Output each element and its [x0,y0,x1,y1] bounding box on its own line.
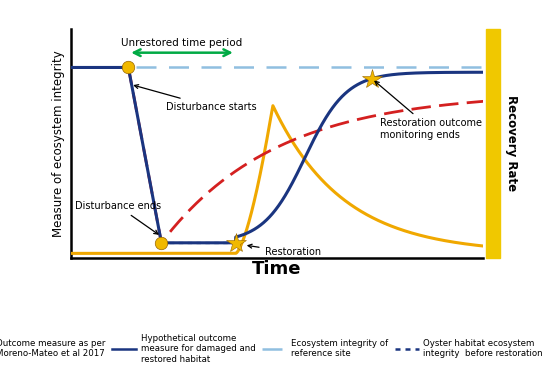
Y-axis label: Measure of ecosystem integrity: Measure of ecosystem integrity [52,50,65,237]
Text: Unrestored time period: Unrestored time period [122,38,243,49]
Text: Restoration outcome
monitoring ends: Restoration outcome monitoring ends [375,81,482,140]
Text: Disturbance ends: Disturbance ends [75,201,161,234]
X-axis label: Time: Time [252,261,302,278]
Text: Recovery Rate: Recovery Rate [505,95,518,192]
Text: Disturbance starts: Disturbance starts [135,85,256,112]
Legend: Outcome measure as per
Moreno-Mateo et al 2017, Hypothetical outcome
measure for: Outcome measure as per Moreno-Mateo et a… [0,334,543,364]
Text: Restoration: Restoration [248,244,321,258]
